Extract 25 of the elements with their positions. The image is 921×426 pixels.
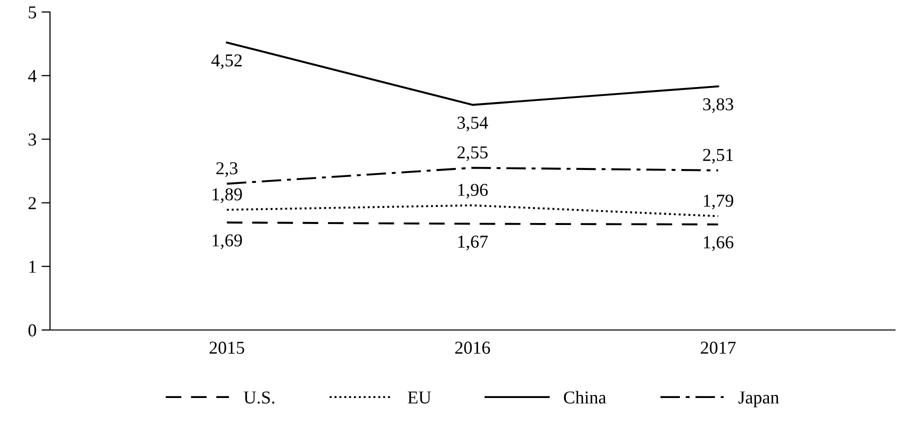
legend-label: Japan: [738, 392, 779, 408]
data-label: 4,52: [211, 54, 242, 70]
y-tick-label: 2: [28, 197, 36, 210]
x-tick-label: 2017: [700, 342, 736, 354]
x-tick-label: 2016: [455, 342, 490, 354]
x-tick-label: 2015: [210, 342, 244, 354]
data-label: 1,66: [704, 236, 734, 251]
y-tick-label: 3: [28, 134, 36, 146]
data-label: 1,79: [704, 194, 734, 210]
data-label: 2,55: [457, 146, 488, 162]
data-label: 3,54: [458, 116, 488, 132]
data-label: 2,51: [703, 148, 733, 164]
data-label: 2,3: [216, 162, 238, 177]
legend-label: EU: [408, 392, 432, 404]
data-label: 3,83: [703, 98, 734, 113]
y-tick-label: 4: [28, 70, 37, 82]
data-label: 1,67: [458, 236, 488, 250]
data-label: 1,89: [212, 188, 242, 204]
legend-label: China: [564, 390, 606, 404]
y-tick-label: 5: [28, 6, 36, 18]
data-label: 1,69: [212, 234, 242, 250]
y-tick-label: 1: [29, 260, 36, 273]
data-label: 1,96: [458, 184, 488, 199]
y-tick-label: 0: [28, 324, 36, 336]
legend-label: U.S.: [244, 391, 274, 404]
